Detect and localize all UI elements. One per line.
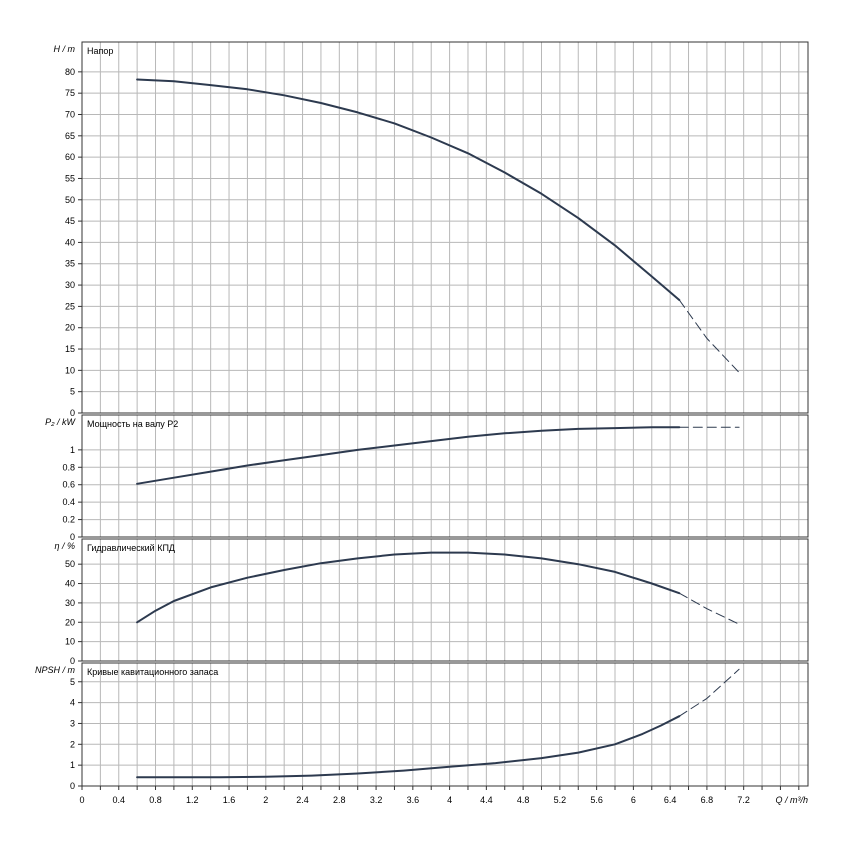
x-tick-label: 3.6 xyxy=(407,795,420,805)
x-tick-label: 3.2 xyxy=(370,795,383,805)
y-tick-label: 45 xyxy=(65,216,75,226)
curve-line xyxy=(136,551,681,624)
x-tick-label: 7.2 xyxy=(737,795,750,805)
y-tick-label: 10 xyxy=(65,365,75,375)
x-tick-label: 4.8 xyxy=(517,795,530,805)
x-tick-label: 1.6 xyxy=(223,795,236,805)
y-tick-label: 40 xyxy=(65,579,75,589)
x-tick-label: 1.2 xyxy=(186,795,199,805)
curve-layer xyxy=(136,78,740,779)
y-tick-label: 30 xyxy=(65,598,75,608)
curve-extrapolated-line xyxy=(678,592,740,625)
x-tick-label: 0 xyxy=(79,795,84,805)
x-tick-label: 0.8 xyxy=(149,795,162,805)
y-tick-label: 2 xyxy=(70,739,75,749)
y-tick-label: 55 xyxy=(65,173,75,183)
y-tick-label: 0 xyxy=(70,656,75,666)
y-tick-label: 4 xyxy=(70,698,75,708)
y-tick-label: 30 xyxy=(65,280,75,290)
panel-frame xyxy=(81,538,809,662)
y-tick-label: 1 xyxy=(70,445,75,455)
x-tick-label: 5.6 xyxy=(590,795,603,805)
panel-frame xyxy=(81,662,809,787)
y-tick-label: 3 xyxy=(70,718,75,728)
y-tick-label: 50 xyxy=(65,559,75,569)
y-tick-label: 5 xyxy=(70,677,75,687)
y-tick-label: 50 xyxy=(65,195,75,205)
y-tick-label: 40 xyxy=(65,237,75,247)
x-tick-label: 2.4 xyxy=(296,795,309,805)
x-axis-label: Q / m³/h xyxy=(775,795,808,805)
y-axis-label: H / m xyxy=(54,44,76,54)
x-tick-label: 2.8 xyxy=(333,795,346,805)
y-tick-label: 20 xyxy=(65,323,75,333)
y-tick-label: 15 xyxy=(65,344,75,354)
panel-frame xyxy=(81,41,809,414)
y-tick-label: 65 xyxy=(65,131,75,141)
x-tick-label: 2 xyxy=(263,795,268,805)
y-tick-label: 0 xyxy=(70,532,75,542)
panel-title: Мощность на валу P2 xyxy=(87,419,178,429)
y-tick-label: 0 xyxy=(70,408,75,418)
y-tick-label: 1 xyxy=(70,760,75,770)
x-tick-label: 4 xyxy=(447,795,452,805)
x-tick-label: 6 xyxy=(631,795,636,805)
panel-title: Гидравлический КПД xyxy=(87,543,175,553)
x-tick-label: 4.4 xyxy=(480,795,493,805)
y-tick-label: 0.2 xyxy=(62,515,75,525)
y-axis-label: NPSH / m xyxy=(35,665,76,675)
y-tick-label: 0.6 xyxy=(62,480,75,490)
x-tick-label: 5.2 xyxy=(554,795,567,805)
panel-frame xyxy=(81,414,809,538)
y-tick-label: 25 xyxy=(65,301,75,311)
y-tick-label: 80 xyxy=(65,67,75,77)
y-tick-label: 35 xyxy=(65,259,75,269)
panel-title: Напор xyxy=(87,46,113,56)
panel-title: Кривые кавитационного запаса xyxy=(87,667,218,677)
curve-line xyxy=(136,426,681,485)
curve-extrapolated-line xyxy=(678,668,740,717)
x-tick-label: 6.8 xyxy=(701,795,714,805)
y-tick-label: 5 xyxy=(70,387,75,397)
curve-extrapolated-line xyxy=(678,299,740,373)
y-tick-label: 60 xyxy=(65,152,75,162)
y-tick-label: 70 xyxy=(65,109,75,119)
y-axis-label: P₂ / kW xyxy=(45,417,76,427)
x-tick-label: 0.4 xyxy=(113,795,126,805)
y-tick-label: 20 xyxy=(65,617,75,627)
y-tick-label: 0.8 xyxy=(62,462,75,472)
x-tick-label: 6.4 xyxy=(664,795,677,805)
curve-line xyxy=(136,715,681,779)
y-tick-label: 75 xyxy=(65,88,75,98)
y-axis-label: η / % xyxy=(54,541,75,551)
curve-line xyxy=(136,78,681,301)
y-tick-label: 0.4 xyxy=(62,497,75,507)
y-tick-label: 10 xyxy=(65,637,75,647)
frame-layer xyxy=(78,41,809,790)
y-tick-label: 0 xyxy=(70,781,75,791)
